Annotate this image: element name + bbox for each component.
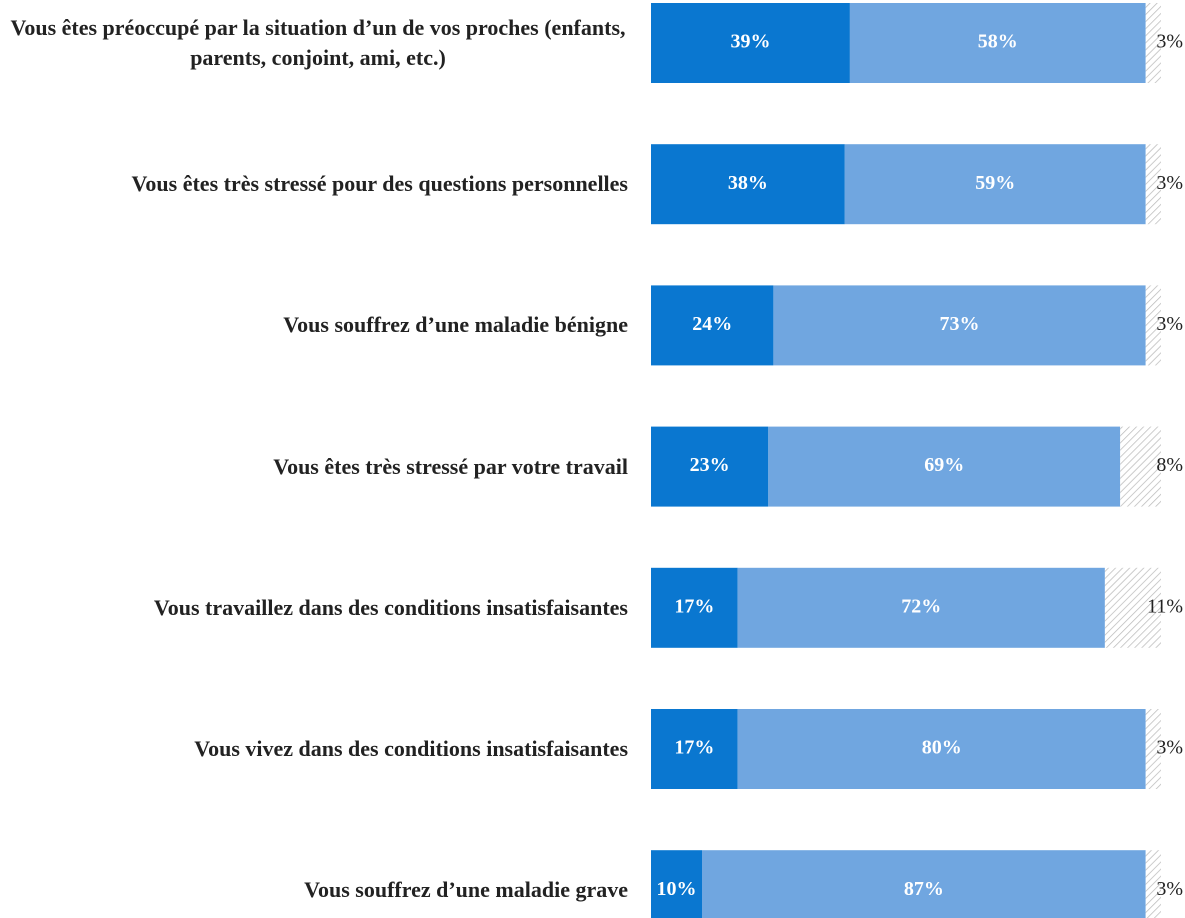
- value-label: 73%: [940, 313, 980, 335]
- category-label: Vous êtes très stressé pour des question…: [131, 171, 628, 197]
- category-label: Vous vivez dans des conditions insatisfa…: [194, 736, 628, 761]
- value-label: 38%: [728, 172, 768, 194]
- bar-segment: [651, 426, 769, 507]
- bar-segment: [651, 144, 845, 225]
- category-label: Vous travaillez dans des conditions insa…: [153, 594, 628, 620]
- bar-segment: [773, 285, 1146, 366]
- category-label-box: Vous êtes très stressé par votre travail: [8, 452, 628, 482]
- value-label: 24%: [692, 313, 732, 335]
- bar-segment: [651, 709, 738, 789]
- value-label: 8%: [1156, 454, 1183, 476]
- value-label: 3%: [1156, 172, 1183, 194]
- bar-segment: [768, 426, 1121, 507]
- bar-segment: [844, 144, 1146, 225]
- value-label: 11%: [1147, 595, 1183, 617]
- value-label: 80%: [922, 737, 962, 759]
- value-label: 69%: [924, 454, 964, 476]
- bar-segment: [1120, 426, 1161, 507]
- category-label-box: Vous êtes très stressé pour des question…: [8, 169, 628, 199]
- category-label: Vous souffrez d’une maladie bénigne: [283, 312, 628, 338]
- value-label: 72%: [901, 595, 941, 617]
- value-label: 23%: [690, 454, 730, 476]
- bar-segment: [651, 3, 850, 83]
- bar-segment: [1145, 285, 1161, 366]
- value-label: 17%: [674, 737, 714, 759]
- value-label: 3%: [1156, 737, 1183, 759]
- category-label-box: Vous vivez dans des conditions insatisfa…: [8, 734, 628, 764]
- value-label: 3%: [1156, 313, 1183, 335]
- category-label: Vous souffrez d’une maladie grave: [304, 877, 628, 903]
- category-label-box: Vous souffrez d’une maladie grave: [8, 875, 628, 905]
- bar-segment: [1145, 3, 1161, 83]
- value-label: 17%: [674, 595, 714, 617]
- bar-segment: [1145, 850, 1161, 918]
- bar-segment: [737, 709, 1146, 789]
- bar-segment: [1145, 709, 1161, 789]
- value-label: 3%: [1156, 878, 1183, 900]
- value-label: 87%: [904, 878, 944, 900]
- bar-segment: [1145, 144, 1161, 225]
- value-label: 10%: [657, 878, 697, 900]
- bar-segment: [651, 567, 738, 648]
- category-label: Vous êtes préoccupé par la situation d’u…: [10, 15, 626, 70]
- value-label: 59%: [975, 172, 1015, 194]
- bar-segment: [1104, 567, 1161, 648]
- value-label: 39%: [730, 31, 770, 53]
- bar-segment: [702, 850, 1146, 918]
- category-label: Vous êtes très stressé par votre travail: [273, 453, 628, 479]
- value-label: 58%: [978, 31, 1018, 53]
- bar-segment: [651, 850, 702, 918]
- bar-segment: [651, 285, 774, 366]
- value-label: 3%: [1156, 31, 1183, 53]
- category-label-box: Vous êtes préoccupé par la situation d’u…: [8, 13, 628, 73]
- category-label-box: Vous souffrez d’une maladie bénigne: [8, 310, 628, 340]
- bar-segment: [849, 3, 1146, 83]
- category-label-box: Vous travaillez dans des conditions insa…: [8, 593, 628, 623]
- bar-segment: [737, 567, 1105, 648]
